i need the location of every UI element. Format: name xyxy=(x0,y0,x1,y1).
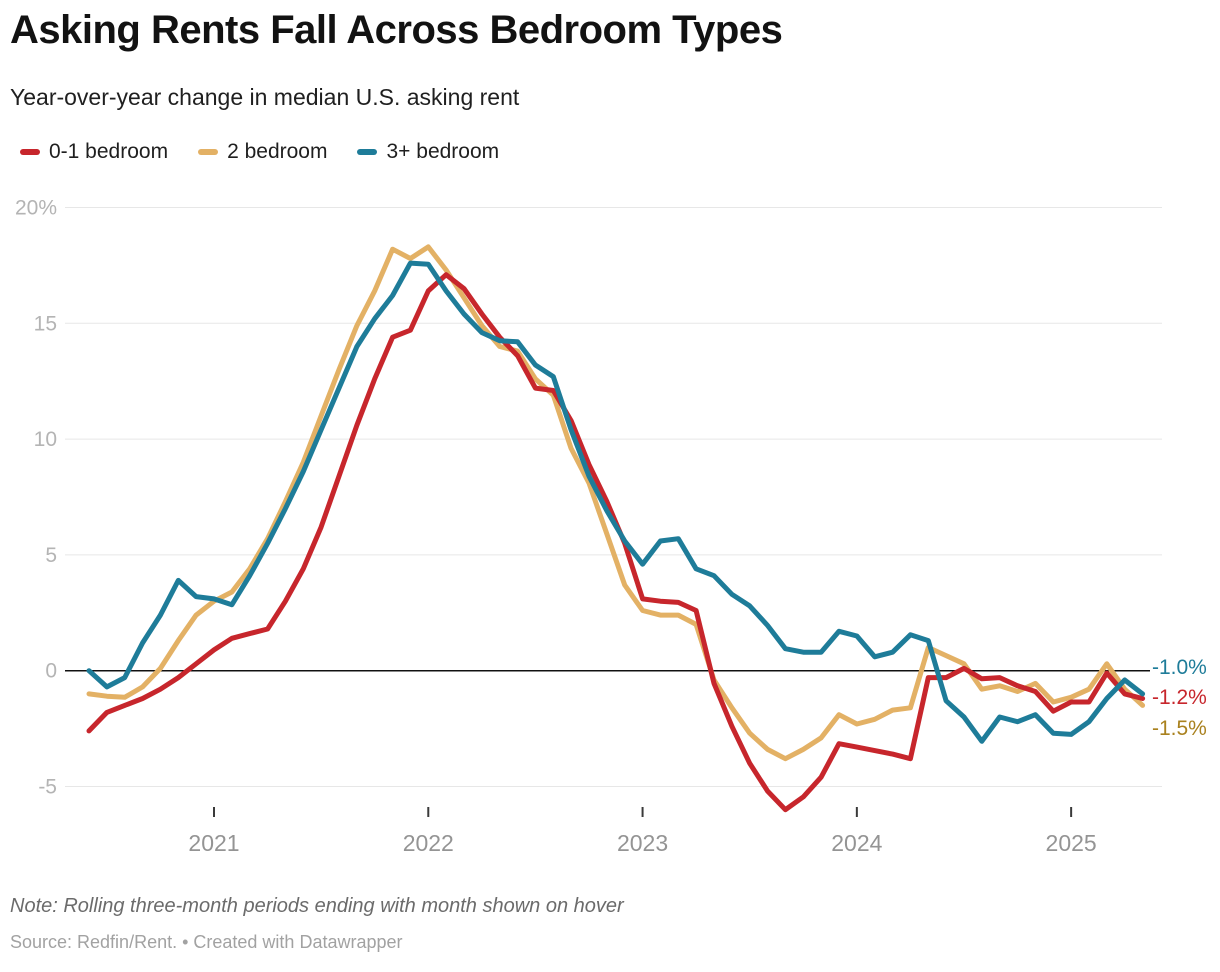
legend-swatch-0-1-bedroom-icon xyxy=(20,149,40,155)
x-axis-year-label-2022: 2022 xyxy=(403,830,454,856)
legend-item-2-bedroom[interactable]: 2 bedroom xyxy=(198,140,327,164)
legend: 0-1 bedroom 2 bedroom 3+ bedroom xyxy=(20,140,499,164)
y-axis-tick-label: -5 xyxy=(38,776,57,799)
y-axis-tick-label: 5 xyxy=(45,544,57,567)
legend-item-0-1-bedroom[interactable]: 0-1 bedroom xyxy=(20,140,168,164)
y-axis-tick-label: 20% xyxy=(15,197,57,220)
legend-item-3plus-bedroom[interactable]: 3+ bedroom xyxy=(357,140,499,164)
y-axis-tick-label: 10 xyxy=(34,428,57,451)
legend-label: 0-1 bedroom xyxy=(49,140,169,163)
legend-swatch-2-bedroom-icon xyxy=(198,149,219,155)
y-axis-tick-label: 0 xyxy=(45,660,57,683)
x-axis-year-label-2023: 2023 xyxy=(617,830,668,856)
series-line-0-1-bedroom[interactable] xyxy=(86,272,1146,813)
chart-source: Source: Redfin/Rent. • Created with Data… xyxy=(10,932,403,952)
end-value-label-0-1-bedroom: -1.2% xyxy=(1152,686,1207,709)
x-axis-year-label-2024: 2024 xyxy=(831,830,882,856)
page-title: Asking Rents Fall Across Bedroom Types xyxy=(10,8,783,52)
x-axis-year-label-2021: 2021 xyxy=(188,830,239,856)
x-axis-year-label-2025: 2025 xyxy=(1046,830,1097,856)
end-value-label-3plus-bedroom: -1.0% xyxy=(1152,656,1207,679)
legend-label: 2 bedroom xyxy=(227,140,328,163)
legend-swatch-3plus-bedroom-icon xyxy=(357,149,378,155)
end-value-label-2-bedroom: -1.5% xyxy=(1152,717,1207,740)
y-axis-tick-label: 15 xyxy=(34,312,57,335)
page-subtitle: Year-over-year change in median U.S. ask… xyxy=(10,84,520,110)
chart-note: Note: Rolling three-month periods ending… xyxy=(10,895,624,917)
legend-label: 3+ bedroom xyxy=(386,140,500,163)
series-line-3-bedroom[interactable] xyxy=(86,260,1146,744)
